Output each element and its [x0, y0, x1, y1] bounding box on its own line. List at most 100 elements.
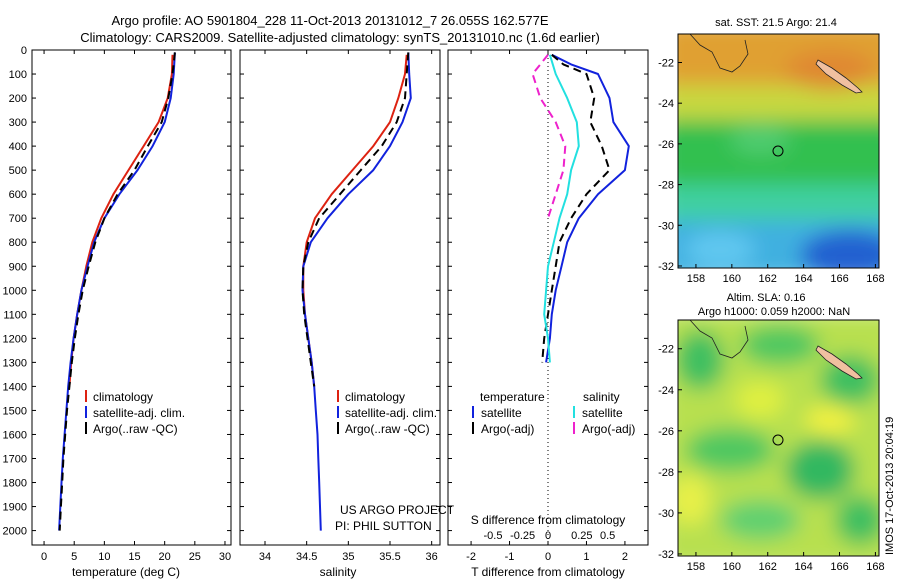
depth-tick-label: 1000: [3, 285, 27, 297]
legend-label-s-satellite: satellite: [582, 406, 623, 420]
ticks-layer: 0100200300400500600700800900100011001200…: [3, 45, 648, 563]
series-line-satellite: [545, 53, 630, 363]
map-ticks: 158 160 162 164 166 168 -22 -24 -26 -28 -30 -32 158 1…: [658, 57, 884, 573]
x-tick-label: 30: [219, 551, 231, 563]
x-tick-label: 25: [189, 551, 201, 563]
argo-position-marker: [772, 145, 784, 157]
s-difference-axis-label: S difference from climatology: [471, 513, 626, 527]
s-tick-label: 0.5: [600, 530, 615, 542]
depth-tick-label: 1200: [3, 333, 27, 345]
depth-tick-label: 300: [9, 117, 27, 129]
depth-tick-label: 800: [9, 237, 27, 249]
legend-label-climatology: climatology: [93, 390, 153, 404]
salinity-axis-label: salinity: [320, 565, 357, 579]
salinity-legend: climatology satellite-adj. clim. Argo(..…: [337, 390, 437, 436]
lon-tick-label: 168: [866, 273, 884, 285]
lon-tick-label: 164: [794, 561, 812, 573]
depth-tick-label: 500: [9, 165, 27, 177]
island-outline: [815, 345, 863, 380]
x-tick-label: 20: [159, 551, 171, 563]
legend-label-satellite-adj: satellite-adj. clim.: [345, 406, 437, 420]
depth-tick-label: 200: [9, 93, 27, 105]
lon-tick-label: 166: [830, 561, 848, 573]
temperature-legend: climatology satellite-adj. clim. Argo(..…: [85, 390, 185, 436]
series-line-satellite-adj-clim-: [301, 52, 412, 531]
lat-tick-label: -28: [658, 180, 674, 192]
depth-tick-label: 600: [9, 189, 27, 201]
series-line-argo-adj-: [541, 54, 611, 363]
depth-tick-label: 900: [9, 261, 27, 273]
lat-tick-label: -32: [658, 549, 674, 561]
title-line-1: Argo profile: AO 5901804_228 11-Oct-2013…: [111, 13, 548, 28]
island-outline: [815, 59, 863, 94]
legend-label-satellite-adj: satellite-adj. clim.: [93, 406, 185, 420]
depth-tick-label: 400: [9, 141, 27, 153]
temperature-panel: [31, 49, 232, 546]
legend-label-argo: Argo(..raw -QC): [93, 422, 178, 436]
depth-tick-label: 2000: [3, 526, 27, 538]
depth-tick-label: 100: [9, 69, 27, 81]
temperature-axis-label: temperature (deg C): [72, 565, 180, 579]
depth-tick-label: 1900: [3, 502, 27, 514]
sla-map-title-line-2: Argo h1000: 0.059 h2000: NaN: [698, 306, 850, 318]
sst-map-title: sat. SST: 21.5 Argo: 21.4: [715, 17, 837, 29]
coastline: [689, 320, 749, 359]
lon-tick-label: 166: [830, 273, 848, 285]
legend-label-t-satellite: satellite: [481, 406, 522, 420]
legend-label-argo: Argo(..raw -QC): [345, 422, 430, 436]
x-tick-label: 34.5: [296, 551, 317, 563]
legend-label-climatology: climatology: [345, 390, 405, 404]
x-tick-label: 15: [128, 551, 140, 563]
legend-header-temperature: temperature: [480, 390, 545, 404]
depth-tick-label: 700: [9, 213, 27, 225]
salinity-panel: [239, 49, 441, 546]
sla-map: Altim. SLA: 0.16 Argo h1000: 0.059 h2000…: [677, 292, 880, 557]
series-layer: [58, 52, 630, 531]
lat-tick-label: -30: [658, 508, 674, 520]
s-tick-label: 0.25: [571, 530, 592, 542]
depth-tick-label: 1800: [3, 478, 27, 490]
depth-tick-label: 1300: [3, 357, 27, 369]
lon-tick-label: 162: [759, 273, 777, 285]
s-tick-label: -0.25: [510, 530, 535, 542]
x-tick-label: 35.5: [379, 551, 400, 563]
x-tick-label: 34: [259, 551, 271, 563]
lon-tick-label: 158: [687, 561, 705, 573]
x-tick-label: 36: [426, 551, 438, 563]
series-line-argo-raw-qc-: [58, 52, 176, 531]
lat-tick-label: -26: [658, 426, 674, 438]
sst-map: sat. SST: 21.5 Argo: 21.4: [677, 17, 880, 269]
lat-tick-label: -32: [658, 261, 674, 273]
depth-tick-label: 0: [21, 45, 27, 57]
lon-tick-label: 162: [759, 561, 777, 573]
depth-tick-label: 1600: [3, 429, 27, 441]
argo-position-marker: [772, 434, 784, 446]
credit-text: IMOS 17-Oct-2013 20:04:19: [884, 417, 896, 555]
depth-tick-label: 1700: [3, 453, 27, 465]
x-tick-label: -2: [466, 551, 476, 563]
x-tick-label: 1: [583, 551, 589, 563]
lon-tick-label: 168: [866, 561, 884, 573]
lat-tick-label: -22: [658, 57, 674, 69]
series-line-argo-adj-: [531, 54, 567, 219]
coastline: [689, 34, 749, 73]
series-line-climatology: [68, 54, 174, 387]
depth-tick-label: 1100: [3, 309, 27, 321]
lon-tick-label: 160: [723, 561, 741, 573]
x-tick-label: 0: [545, 551, 551, 563]
legend-header-salinity: salinity: [583, 390, 620, 404]
project-annotation-line-1: US ARGO PROJECT: [340, 503, 455, 517]
lon-tick-label: 160: [723, 273, 741, 285]
lat-tick-label: -22: [658, 344, 674, 356]
x-tick-label: 0: [41, 551, 47, 563]
x-tick-label: 2: [622, 551, 628, 563]
depth-tick-label: 1400: [3, 381, 27, 393]
legend-label-s-argo: Argo(-adj): [582, 422, 635, 436]
t-difference-axis-label: T difference from climatology: [471, 565, 625, 579]
x-tick-label: 10: [98, 551, 110, 563]
difference-legend: temperature salinity satellite Argo(-adj…: [472, 390, 635, 436]
series-line-satellite: [543, 54, 580, 363]
s-tick-label: 0: [545, 530, 551, 542]
sla-map-title-line-1: Altim. SLA: 0.16: [727, 292, 806, 304]
